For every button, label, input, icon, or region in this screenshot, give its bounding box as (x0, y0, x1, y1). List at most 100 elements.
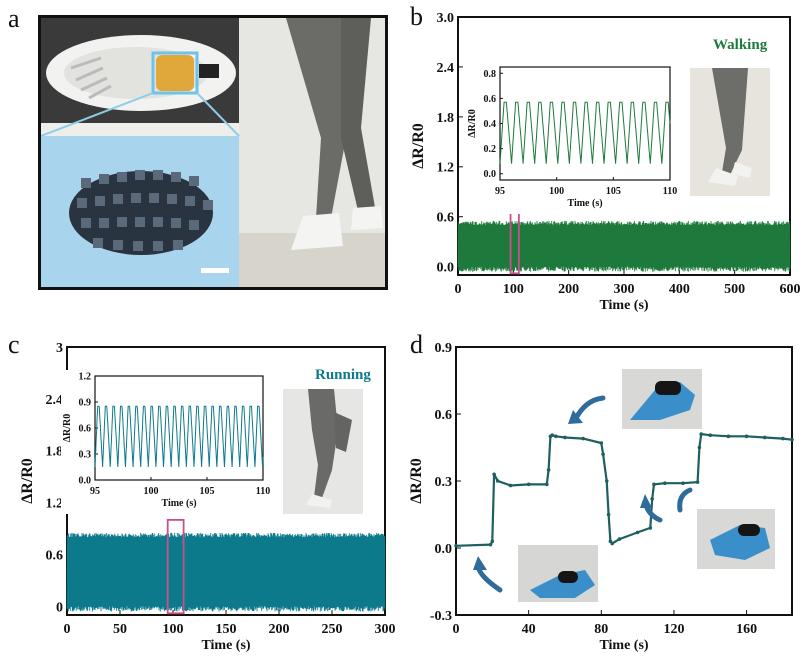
d-main-data-point (546, 468, 551, 472)
panel-letter-a: a (8, 4, 20, 33)
b-inset-ytick-label: 0.0 (484, 169, 497, 180)
d-main-data-point (648, 526, 653, 530)
b-main-xlabel: Time (s) (599, 298, 648, 313)
c-main-xtick-label: 50 (113, 622, 127, 637)
d-main-data-point (454, 543, 458, 548)
d-main-data-point (548, 434, 553, 439)
d-main-data-point (635, 530, 640, 535)
b-main-xtick-label: 200 (558, 282, 579, 297)
c-main-frame (66, 346, 386, 616)
d-main-data-point (554, 434, 558, 439)
d-main-data-point (697, 445, 702, 450)
d-main-xlabel: Time (s) (599, 638, 648, 653)
panel-letter-c: c (8, 330, 20, 359)
arrow-icons (475, 395, 693, 593)
d-main-data-point (526, 482, 531, 487)
c-main-xtick-label: 200 (269, 622, 290, 637)
b-main-series-line (457, 220, 791, 272)
b-main-ytick-label: 1.2 (437, 161, 455, 176)
b-main-ytick-label: 2.4 (437, 61, 455, 76)
panel-a-photo (38, 15, 388, 290)
d-main-data-point (490, 539, 495, 544)
b-inset-xlabel: Time (s) (567, 198, 602, 209)
b-main-xtick-label: 0 (455, 282, 462, 297)
c-main-ytick-label: 3 (56, 341, 63, 356)
d-main-data-point (726, 434, 731, 439)
leg-walking-photo (286, 18, 383, 250)
c-main-ylabel: ΔR/R0 (19, 458, 36, 504)
c-main-xtick-label: 250 (322, 622, 343, 637)
b-main-xtick-label: 100 (503, 282, 524, 297)
d-main-data-point (601, 452, 605, 457)
finger-bend-photo (518, 369, 775, 602)
c-inset-ytick-label: 0.0 (79, 476, 92, 487)
c-inset-ytick-label: 1.2 (79, 372, 92, 383)
d-main-ytick-label: 0.3 (435, 475, 453, 490)
c-inset-series-line (94, 405, 264, 468)
b-main-ytick-label: 0.6 (437, 211, 455, 226)
b-inset-xtick-label: 100 (549, 186, 564, 197)
d-main-data-point (617, 537, 622, 541)
d-main-xtick-label: 160 (736, 622, 757, 637)
c-main-xtick-label: 150 (216, 622, 237, 637)
d-main-data-point (563, 435, 567, 440)
c-inset-xlabel: Time (s) (161, 498, 196, 509)
b-inset-ytick-label: 0.6 (484, 94, 497, 105)
c-main-ytick-label: 2.4 (46, 393, 64, 408)
d-main-data-point (488, 542, 493, 547)
d-main-series-line (455, 433, 793, 547)
b-main-xtick-label: 400 (669, 282, 690, 297)
d-main-data-point (599, 441, 604, 445)
d-main-data-point (744, 434, 749, 439)
b-main-ytick-label: 0.0 (437, 261, 455, 276)
c-main-ytick-label: 1.2 (46, 497, 64, 512)
c-main-series-line (66, 532, 386, 612)
panel-letter-b: b (410, 2, 423, 31)
b-inset-ytick-label: 0.8 (484, 69, 497, 80)
b-main-xtick-label: 500 (724, 282, 745, 297)
d-main-data-point (699, 432, 703, 436)
c-inset-xtick-label: 110 (256, 486, 270, 497)
b-inset-xtick-label: 110 (663, 186, 677, 197)
panel-letter-d: d (410, 330, 423, 359)
d-main-data-point (545, 482, 549, 487)
b-main-frame (457, 16, 791, 276)
d-main-ytick-label: 0.6 (435, 408, 453, 423)
c-inset-ytick-label: 0.9 (79, 398, 92, 409)
d-main-data-point (663, 481, 667, 486)
c-main-ytick-label: 0.6 (46, 548, 64, 563)
b-inset-ytick-label: 0.4 (484, 119, 497, 130)
d-main-data-point (610, 541, 614, 546)
c-main-ytick-label: 1.8 (46, 445, 64, 460)
d-main-data-point (652, 482, 656, 487)
d-main-data-point (550, 433, 555, 438)
b-main-ylabel: ΔR/R0 (410, 123, 427, 169)
c-main-xtick-label: 100 (163, 622, 184, 637)
d-main-data-point (508, 483, 513, 488)
d-main-data-point (695, 480, 700, 484)
b-main-ytick-label: 1.8 (437, 111, 455, 126)
c-inset-frame (94, 375, 264, 481)
b-inset-xtick-label: 95 (495, 186, 505, 197)
d-main-xtick-label: 0 (453, 622, 460, 637)
b-inset-xtick-label: 105 (606, 186, 621, 197)
c-main-xlabel: Time (s) (201, 638, 250, 653)
b-inset-ytick-label: 0.2 (484, 144, 497, 155)
walking-person-photo (690, 68, 770, 196)
c-inset-xtick-label: 95 (90, 486, 100, 497)
c-main-ytick-label: 0 (56, 600, 63, 615)
c-inset-ytick-label: 0.3 (79, 450, 92, 461)
d-main-data-point (608, 539, 613, 544)
c-inset-xtick-label: 105 (200, 486, 215, 497)
b-main-ytick-label: 3.0 (437, 11, 455, 26)
d-main-data-point (492, 472, 496, 477)
c-inset-ytick-label: 0.6 (79, 424, 92, 435)
d-main-data-point (708, 433, 713, 438)
b-main-xtick-label: 600 (780, 282, 800, 297)
b-inset-series-line (499, 101, 671, 164)
b-inset-frame (499, 66, 671, 181)
c-main-xtick-label: 300 (375, 622, 396, 637)
c-inset-inset-bg (61, 370, 273, 514)
c-inset-ylabel: ΔR/R0 (62, 414, 73, 443)
running-label: Running (315, 367, 371, 383)
